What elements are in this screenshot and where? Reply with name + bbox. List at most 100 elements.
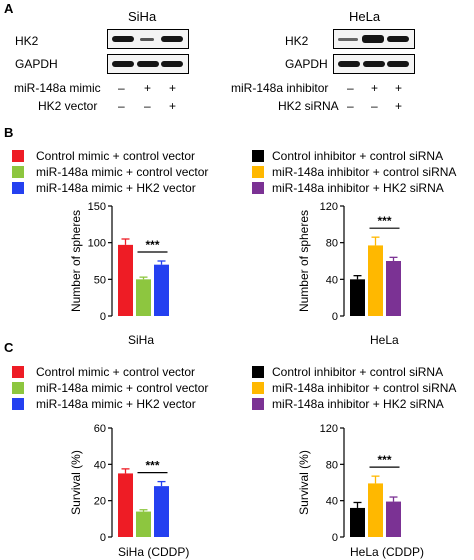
blot-band xyxy=(161,61,183,67)
legend-label: miR-148a mimic + HK2 vector xyxy=(36,397,196,411)
legend-label: miR-148a mimic + HK2 vector xyxy=(36,181,196,195)
blot-band xyxy=(363,61,385,67)
y-tick-label: 0 xyxy=(100,311,106,323)
panel-letter-c: C xyxy=(4,340,14,355)
significance-label: *** xyxy=(377,214,391,228)
significance-label: *** xyxy=(377,453,391,467)
y-axis-label: Number of spheres xyxy=(297,210,311,312)
legend-label: miR-148a inhibitor + control siRNA xyxy=(272,381,457,395)
significance-label: *** xyxy=(145,459,159,473)
siha-gapdh-row-label: GAPDH xyxy=(15,57,58,71)
y-tick-label: 0 xyxy=(332,311,338,323)
bar xyxy=(136,511,151,537)
blot-band xyxy=(338,38,358,41)
legend-label: miR-148a inhibitor + HK2 siRNA xyxy=(272,181,444,195)
hela-gapdh-row-label: GAPDH xyxy=(285,57,328,71)
siha-mark: + xyxy=(169,81,177,95)
siha-mimic-label: miR-148a mimic xyxy=(14,81,101,95)
hela-inhibitor-label: miR-148a inhibitor xyxy=(231,81,329,95)
bar xyxy=(386,501,401,537)
siha-mark: + xyxy=(169,99,177,113)
bar xyxy=(386,261,401,316)
legend-swatch xyxy=(252,166,264,178)
bar xyxy=(350,507,365,537)
siha-hk2-row-label: HK2 xyxy=(15,34,39,48)
hela-mark: – xyxy=(347,99,354,113)
y-tick-label: 0 xyxy=(100,532,106,544)
blot-band xyxy=(362,35,384,43)
hela-sirna-label: HK2 siRNA xyxy=(278,99,339,113)
y-tick-label: 40 xyxy=(326,274,338,286)
y-axis-label: Survival (%) xyxy=(297,450,311,515)
panel-letter-b: B xyxy=(4,125,14,140)
y-tick-label: 120 xyxy=(320,423,338,435)
legend-swatch xyxy=(252,366,264,378)
siha-vector-label: HK2 vector xyxy=(38,99,98,113)
blot-band xyxy=(112,36,134,42)
legend-label: miR-148a mimic + control vector xyxy=(36,165,209,179)
x-axis-label: HeLa (CDDP) xyxy=(350,545,424,559)
hela-mark: + xyxy=(395,81,403,95)
y-tick-label: 100 xyxy=(88,238,106,250)
bar xyxy=(350,279,365,316)
hela-mark: + xyxy=(371,81,379,95)
siha-gapdh-blot xyxy=(107,54,189,74)
hela-hk2-row-label: HK2 xyxy=(285,34,309,48)
x-axis-label: SiHa xyxy=(128,333,154,347)
legend-swatch xyxy=(252,382,264,394)
legend-label: Control mimic + control vector xyxy=(36,149,196,163)
bar xyxy=(368,483,383,537)
y-tick-label: 80 xyxy=(326,459,338,471)
bar xyxy=(154,264,169,316)
bar xyxy=(154,486,169,537)
y-axis-label: Survival (%) xyxy=(69,450,83,515)
y-tick-label: 0 xyxy=(332,532,338,544)
legend-swatch xyxy=(12,398,24,410)
significance-label: *** xyxy=(145,238,159,252)
legend-swatch xyxy=(12,382,24,394)
panel-letter-a: A xyxy=(4,1,14,16)
hela-hk2-blot xyxy=(333,29,415,49)
blot-band xyxy=(112,61,134,67)
legend-swatch xyxy=(12,366,24,378)
legend-label: miR-148a inhibitor + control siRNA xyxy=(272,165,457,179)
bar xyxy=(368,245,383,316)
legend-label: Control inhibitor + control siRNA xyxy=(272,365,444,379)
blot-band xyxy=(140,38,154,41)
siha-blot-title: SiHa xyxy=(128,9,157,24)
y-axis-label: Number of spheres xyxy=(69,210,83,312)
y-tick-label: 150 xyxy=(88,201,106,213)
x-axis-label: HeLa xyxy=(370,333,399,347)
legend-swatch xyxy=(12,182,24,194)
legend-swatch xyxy=(252,398,264,410)
blot-band xyxy=(338,61,360,67)
y-tick-label: 80 xyxy=(326,238,338,250)
siha-mark: – xyxy=(118,99,125,113)
hela-gapdh-blot xyxy=(333,54,415,74)
legend-label: miR-148a inhibitor + HK2 siRNA xyxy=(272,397,444,411)
y-tick-label: 40 xyxy=(94,459,106,471)
x-axis-label: SiHa (CDDP) xyxy=(118,545,189,559)
bar xyxy=(136,279,151,316)
hela-mark: – xyxy=(347,81,354,95)
legend-swatch xyxy=(12,166,24,178)
y-tick-label: 20 xyxy=(94,496,106,508)
siha-mark: – xyxy=(144,99,151,113)
blot-band xyxy=(387,61,409,67)
siha-mark: – xyxy=(118,81,125,95)
legend-swatch xyxy=(252,182,264,194)
legend-label: Control inhibitor + control siRNA xyxy=(272,149,444,163)
siha-hk2-blot xyxy=(107,29,189,49)
y-tick-label: 40 xyxy=(326,496,338,508)
y-tick-label: 120 xyxy=(320,201,338,213)
blot-band xyxy=(387,36,409,42)
y-tick-label: 50 xyxy=(94,274,106,286)
bar xyxy=(118,473,133,537)
legend-label: Control mimic + control vector xyxy=(36,365,196,379)
blot-band xyxy=(161,36,183,42)
y-tick-label: 60 xyxy=(94,423,106,435)
